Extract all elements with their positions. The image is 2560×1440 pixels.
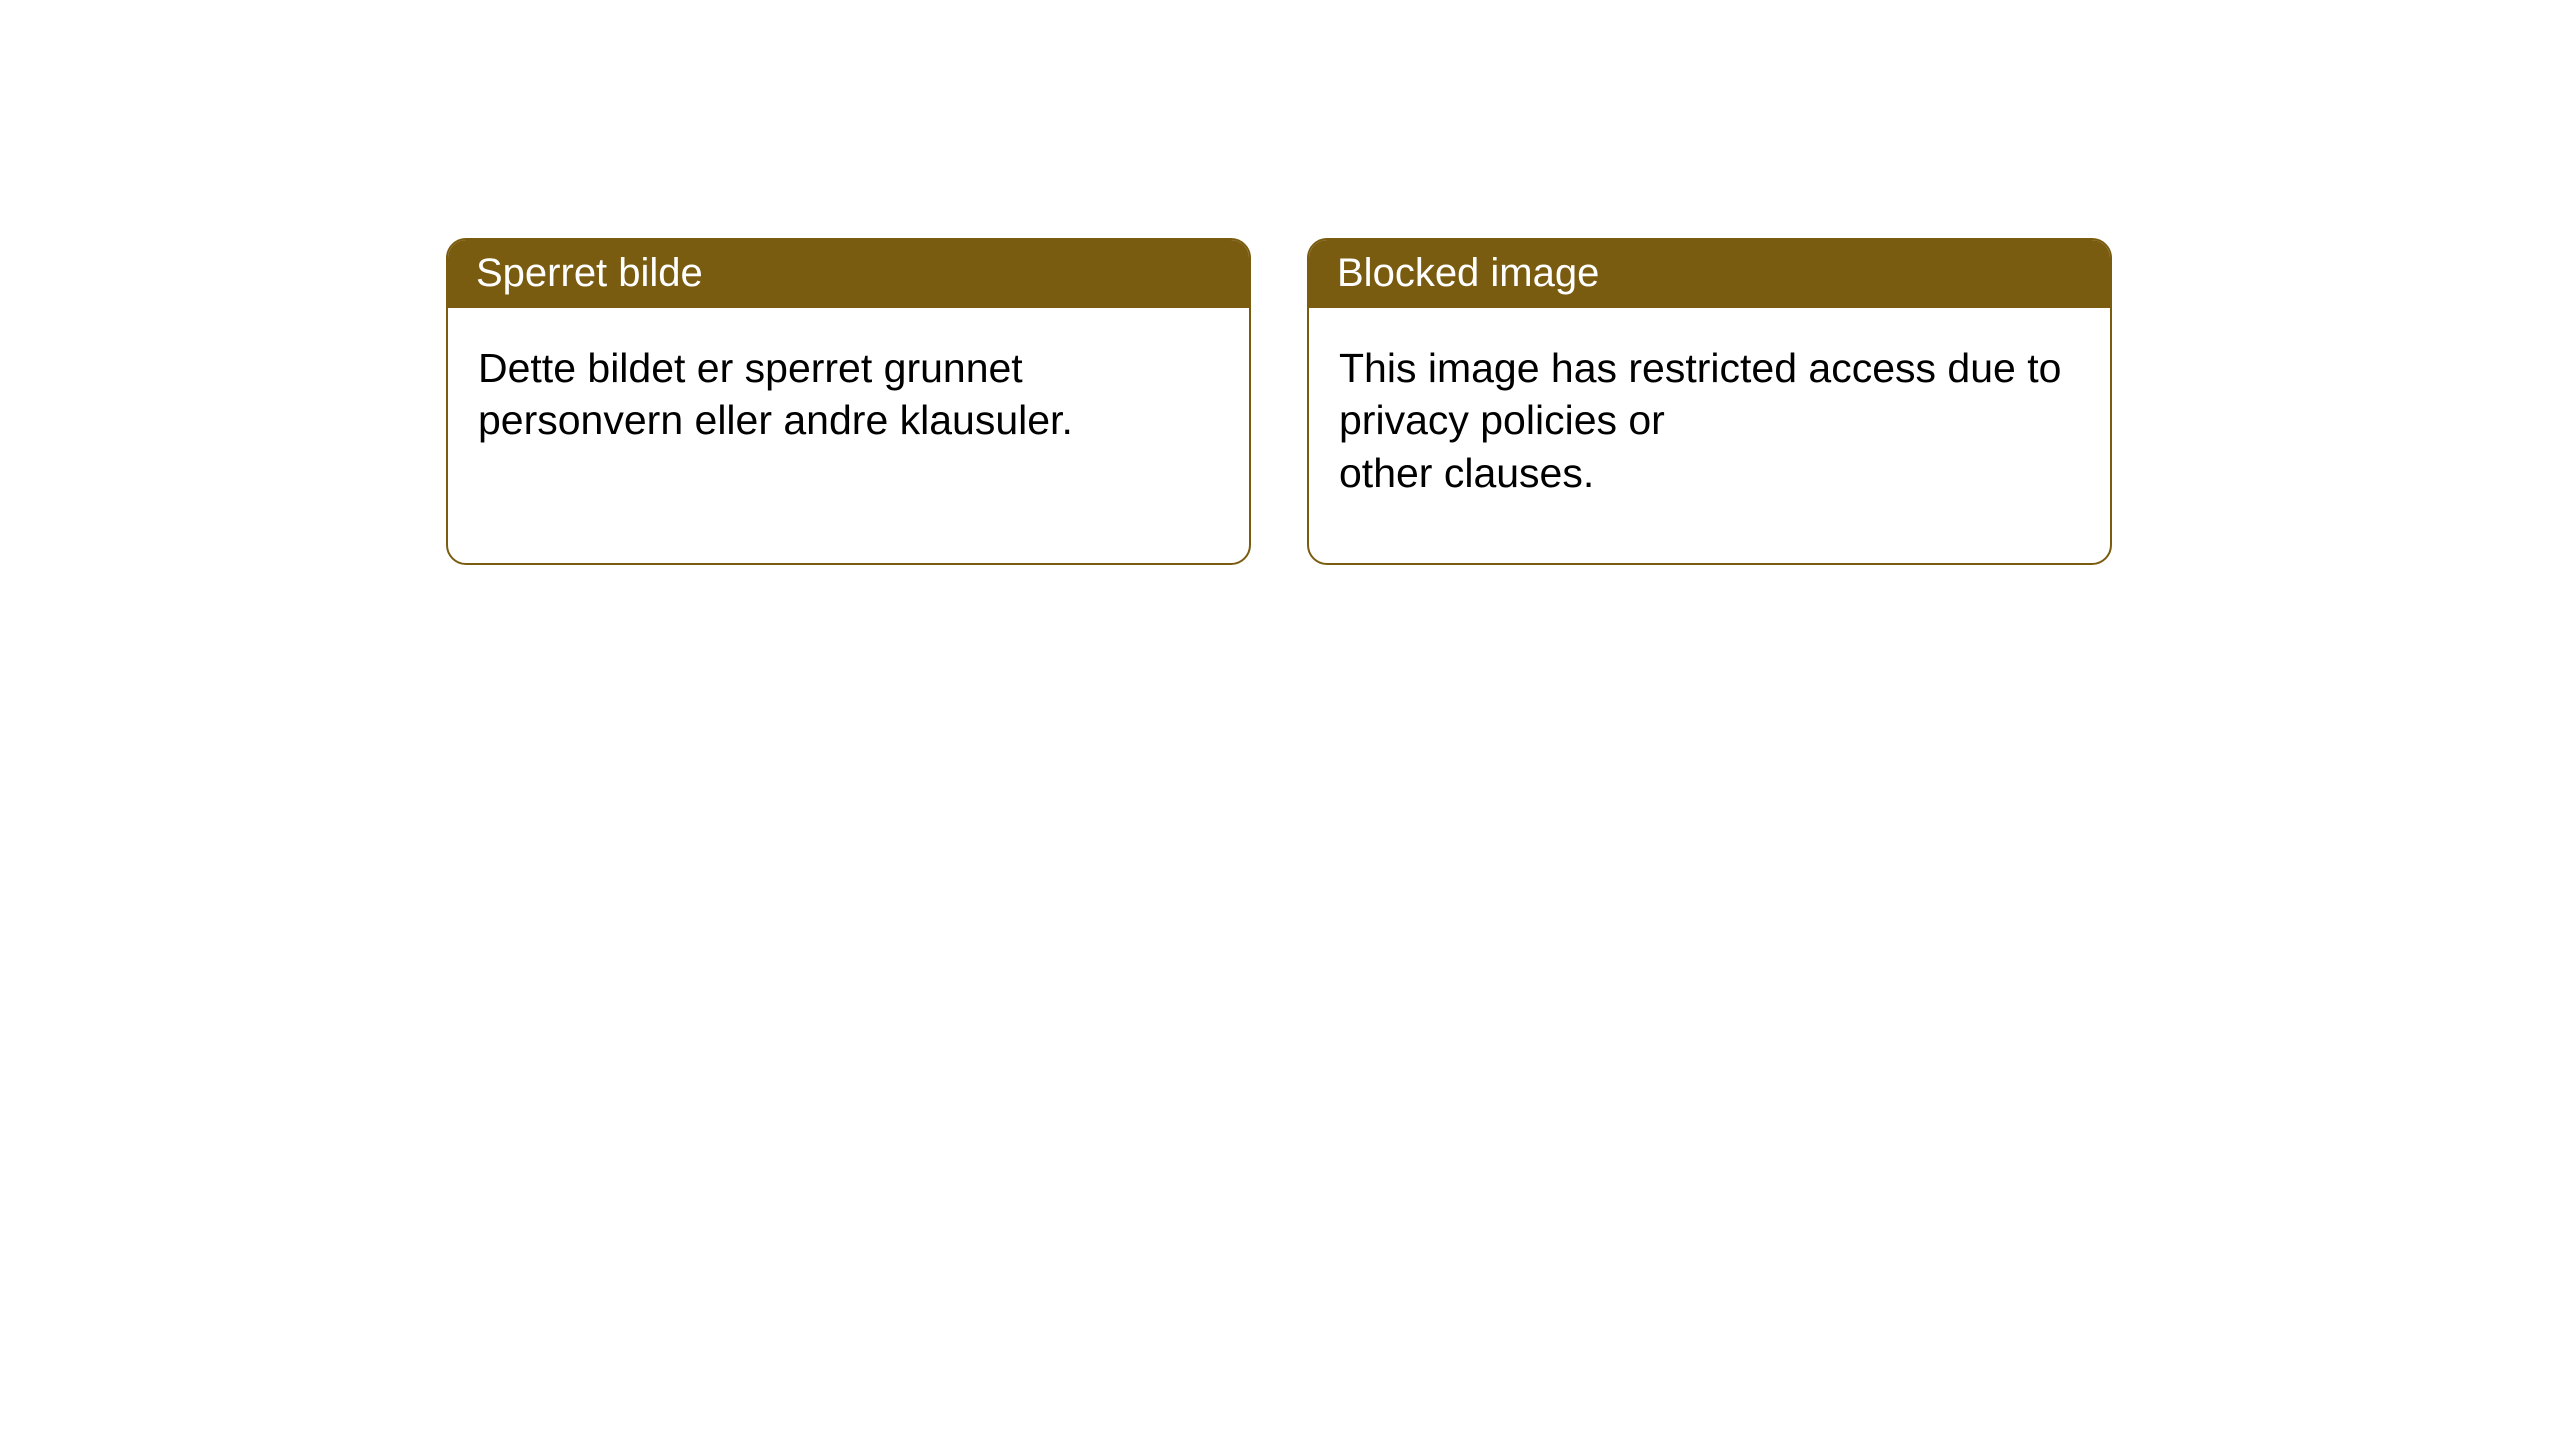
card-blocked-english: Blocked image This image has restricted … [1307,238,2112,565]
card-blocked-norwegian: Sperret bilde Dette bildet er sperret gr… [446,238,1251,565]
card-body-norwegian: Dette bildet er sperret grunnet personve… [448,308,1249,528]
card-header-english: Blocked image [1309,240,2110,308]
page-root: Sperret bilde Dette bildet er sperret gr… [0,0,2560,1440]
cards-row: Sperret bilde Dette bildet er sperret gr… [446,238,2112,565]
card-header-norwegian: Sperret bilde [448,240,1249,308]
card-body-english: This image has restricted access due to … [1309,308,2110,563]
